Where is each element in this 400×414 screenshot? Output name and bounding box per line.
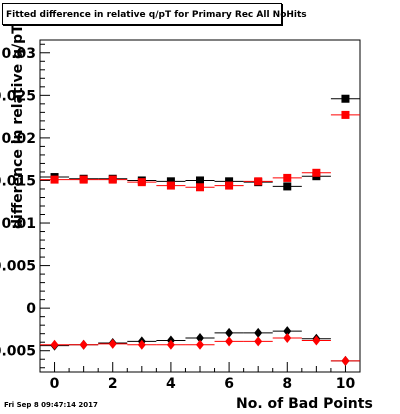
x-tick-label: 2 [108,376,118,392]
y-tick-label: 0.005 [0,259,36,275]
y-tick-label: 0.02 [1,131,36,147]
data-point-square [137,178,146,187]
data-point-diamond [79,339,88,350]
y-tick-label: -0.005 [0,344,36,360]
data-point-square [341,94,350,103]
data-point-square [108,175,117,184]
data-point-diamond [225,327,234,338]
data-point-square [283,173,292,182]
x-axis-label: No. of Bad Points [236,396,373,412]
y-tick-label: 0.015 [0,173,36,189]
data-point-diamond [50,339,59,350]
data-point-square [283,182,292,191]
data-point-diamond [196,332,204,343]
data-point-square [225,181,234,190]
data-point-square [79,175,88,184]
data-point-square [166,177,175,186]
data-point-square [196,183,204,192]
data-point-square [341,110,350,119]
data-point-square [225,177,234,186]
y-tick-label: 0.03 [1,46,36,62]
data-point-square [196,176,204,185]
data-point-diamond [283,326,292,337]
x-tick-label: 0 [50,376,60,392]
x-tick-label: 4 [166,376,176,392]
data-point-diamond [166,339,175,350]
y-tick-label: 0.025 [0,88,36,104]
data-point-diamond [196,339,204,350]
y-tick-label: 0.01 [1,216,36,232]
y-axis-label: difference in relative q/pT [10,24,26,229]
y-tick-label: 0 [26,301,36,317]
data-point-diamond [254,336,263,347]
data-point-diamond [108,338,117,349]
x-tick-label: 8 [282,376,292,392]
x-tick-label: 10 [336,376,356,392]
timestamp: Fri Sep 8 09:47:14 2017 [4,401,98,409]
data-point-diamond [283,332,292,343]
data-point-diamond [341,355,350,366]
data-point-square [254,177,263,186]
data-point-square [50,175,59,184]
data-point-square [312,168,321,177]
chart-title: Fitted difference in relative q/pT for P… [2,3,307,25]
x-tick-label: 6 [224,376,234,392]
plot-frame [39,39,361,373]
data-point-diamond [225,336,234,347]
data-point-diamond [254,327,263,338]
data-point-square [166,181,175,190]
data-point-diamond [312,335,321,346]
data-point-diamond [137,339,146,350]
